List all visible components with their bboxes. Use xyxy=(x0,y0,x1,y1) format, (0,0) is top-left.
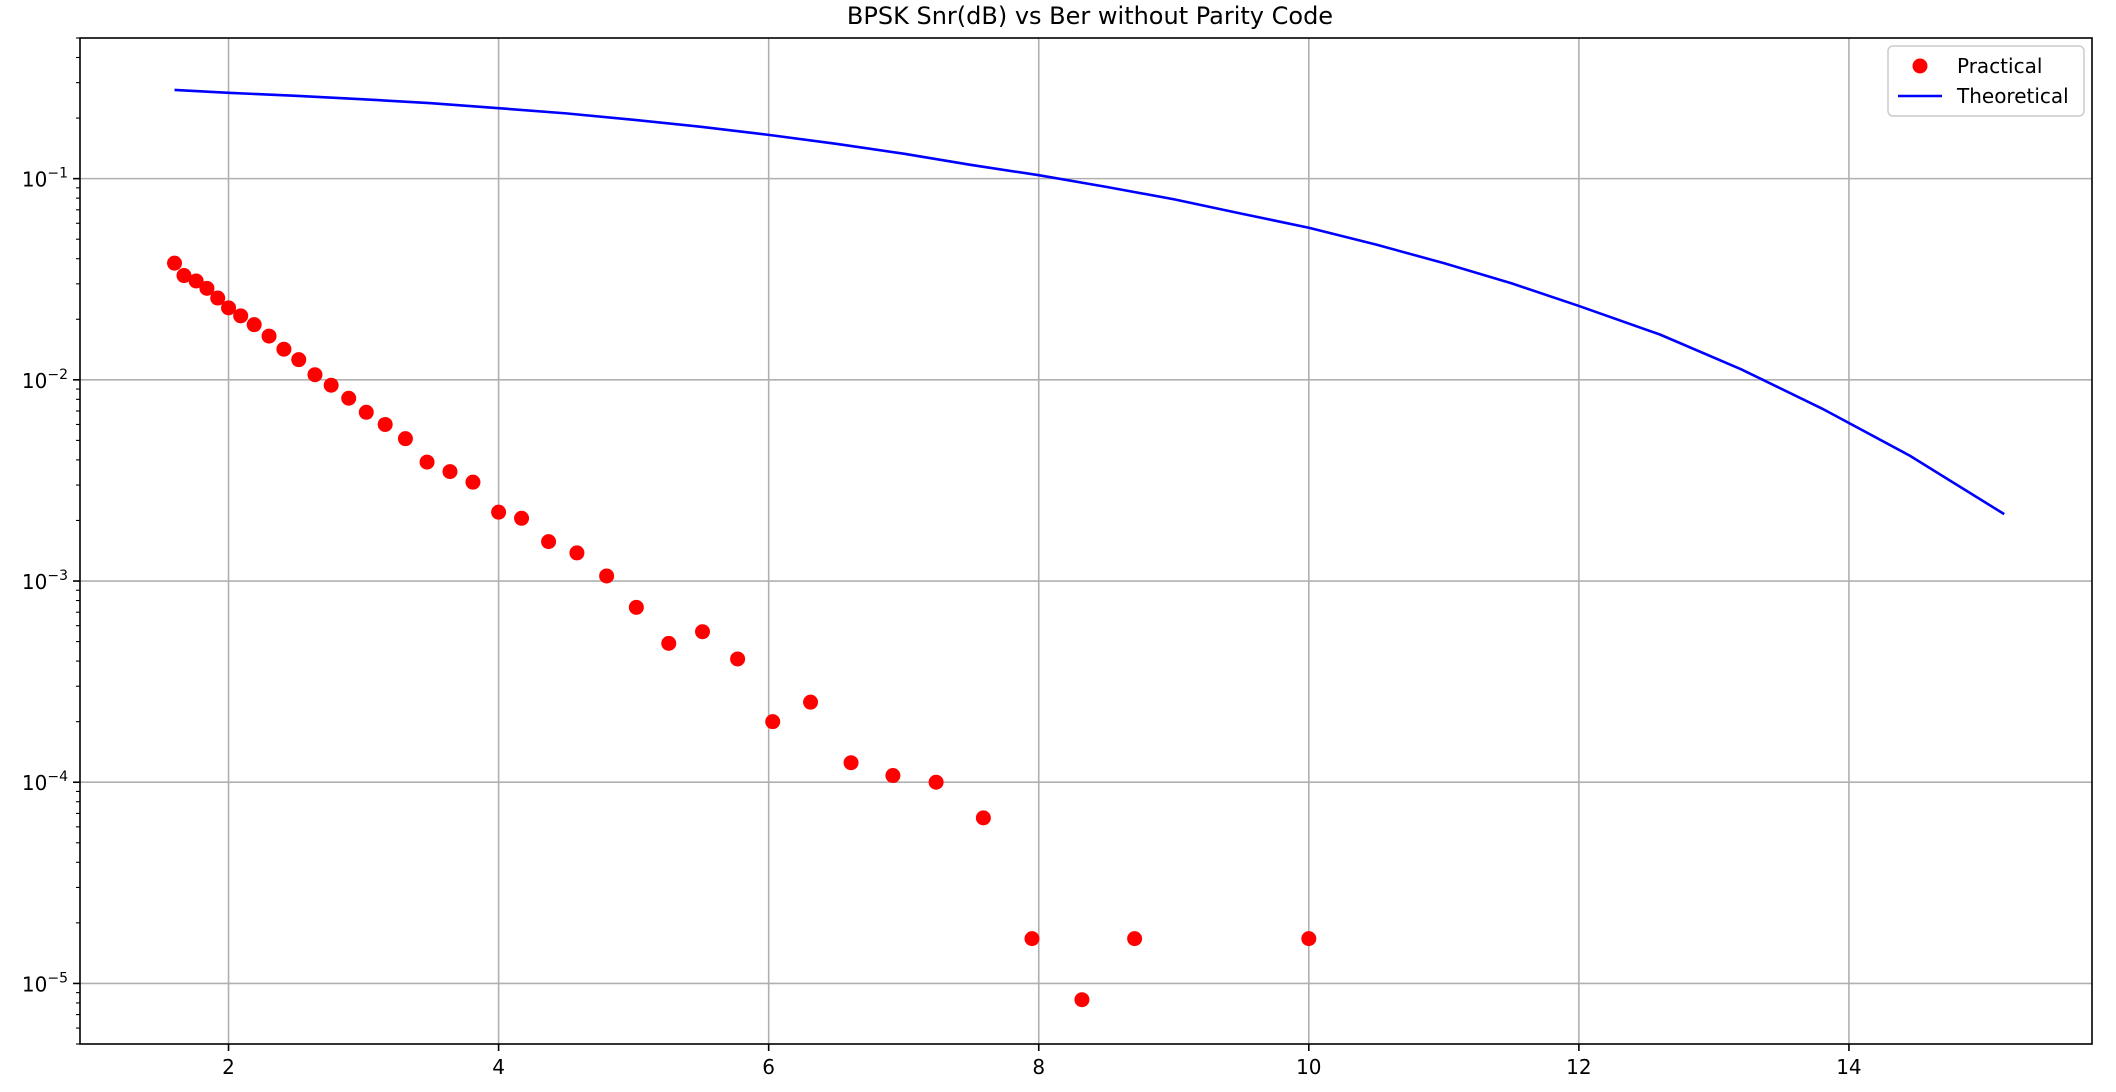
data-point-practical xyxy=(975,810,991,826)
x-tick-label: 10 xyxy=(1296,1055,1321,1079)
y-tick-label: 10−3 xyxy=(22,568,68,594)
data-point-practical xyxy=(541,534,557,550)
data-point-practical xyxy=(167,255,183,271)
data-point-practical xyxy=(514,510,530,526)
data-point-practical xyxy=(465,474,481,490)
data-point-practical xyxy=(188,273,204,289)
data-point-practical xyxy=(276,341,292,357)
data-point-practical xyxy=(291,352,307,368)
x-tick-label: 8 xyxy=(1032,1055,1045,1079)
data-point-practical xyxy=(569,545,585,561)
y-tick-base: 10 xyxy=(22,771,47,795)
data-point-practical xyxy=(661,635,677,651)
data-point-practical xyxy=(323,377,339,393)
x-tick-label: 12 xyxy=(1566,1055,1591,1079)
data-point-practical xyxy=(885,768,901,784)
y-tick-base: 10 xyxy=(22,168,47,192)
legend: Practical Theoretical xyxy=(1887,45,2085,117)
data-point-practical xyxy=(307,367,323,383)
point-layer xyxy=(167,255,1317,1008)
data-point-practical xyxy=(397,431,413,447)
x-tick-label: 4 xyxy=(492,1055,505,1079)
data-point-practical xyxy=(803,694,819,710)
data-point-practical xyxy=(221,300,237,316)
legend-box xyxy=(1887,45,2085,117)
data-point-practical xyxy=(419,454,435,470)
data-point-practical xyxy=(1074,992,1090,1008)
data-point-practical xyxy=(176,268,192,284)
data-point-practical xyxy=(765,714,781,730)
x-tick-label: 2 xyxy=(222,1055,235,1079)
y-tick-exponent: −3 xyxy=(47,568,68,584)
data-point-practical xyxy=(628,599,644,615)
data-point-practical xyxy=(599,568,615,584)
x-tick-label: 14 xyxy=(1836,1055,1861,1079)
y-tick-label: 10−1 xyxy=(22,166,68,192)
y-tick-exponent: −1 xyxy=(47,166,68,182)
legend-label-theoretical: Theoretical xyxy=(1956,84,2069,108)
grid-layer xyxy=(80,38,2092,1044)
y-tick-label: 10−4 xyxy=(22,769,68,795)
line-layer xyxy=(174,88,2005,516)
y-tick-base: 10 xyxy=(22,570,47,594)
data-point-practical xyxy=(695,624,710,640)
data-point-practical xyxy=(210,290,226,306)
legend-marker-practical xyxy=(1912,58,1928,74)
legend-label-practical: Practical xyxy=(1957,54,2042,78)
y-tick-exponent: −5 xyxy=(47,970,68,986)
y-tick-base: 10 xyxy=(22,369,47,393)
data-point-practical xyxy=(358,404,374,420)
data-point-practical xyxy=(341,390,357,406)
y-tick-exponent: −4 xyxy=(47,769,68,785)
data-point-practical xyxy=(246,317,262,333)
data-point-practical xyxy=(843,755,859,771)
data-point-practical xyxy=(1024,931,1040,947)
data-point-practical xyxy=(730,651,746,667)
y-tick-base: 10 xyxy=(22,972,47,996)
data-point-practical xyxy=(233,308,249,324)
data-point-practical xyxy=(1127,931,1143,947)
data-point-practical xyxy=(261,328,277,344)
data-point-practical xyxy=(377,416,393,432)
data-point-practical xyxy=(1301,931,1317,947)
y-tick-label: 10−5 xyxy=(22,970,68,996)
x-tick-label: 6 xyxy=(762,1055,775,1079)
data-point-practical xyxy=(491,504,507,520)
data-point-practical xyxy=(442,464,458,480)
series-line-theoretical xyxy=(174,88,2005,516)
y-tick-label: 10−2 xyxy=(22,367,68,393)
data-point-practical xyxy=(928,774,944,790)
data-point-practical xyxy=(199,280,215,296)
chart-title: BPSK Snr(dB) vs Ber without Parity Code xyxy=(847,2,1333,30)
y-tick-exponent: −2 xyxy=(47,367,68,383)
axes-frame xyxy=(79,37,2093,1045)
